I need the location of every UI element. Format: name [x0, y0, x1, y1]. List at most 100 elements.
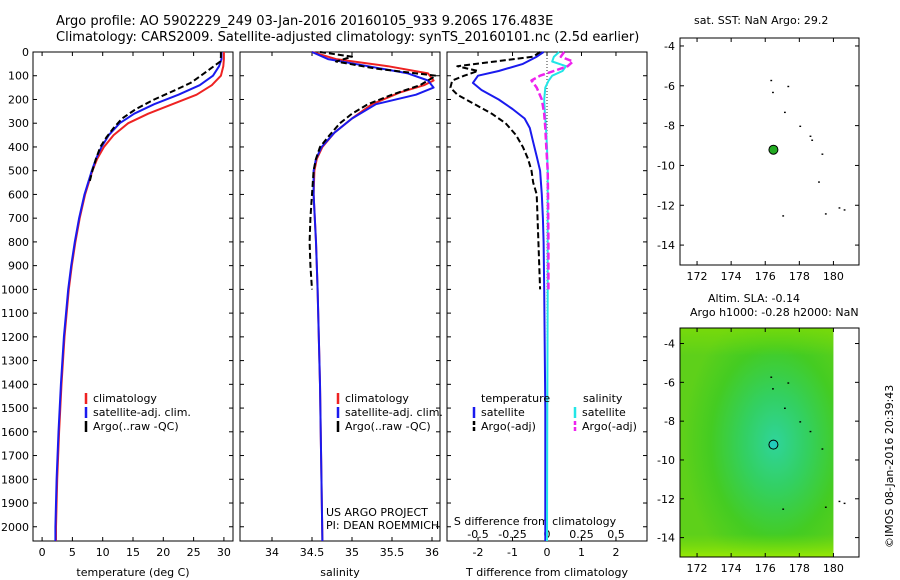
island-point	[782, 215, 785, 217]
float-position-marker	[768, 439, 779, 450]
depth-tick-label: 1100	[1, 307, 29, 320]
x-tick-label: 20	[156, 546, 170, 559]
lat-tick-label: -4	[664, 40, 675, 53]
sla-map-title-2: Argo h1000: -0.28 h2000: NaN	[690, 306, 859, 319]
series-line-salinity-satellite	[543, 51, 567, 542]
difference-panel: -2 -1 0 1 2-0.5 -0.25 0 0.25 0.5S difference fro…	[446, 51, 648, 579]
island-point	[838, 207, 841, 209]
series-line-salinity-argo-adj-	[530, 51, 575, 290]
depth-tick-label: 1000	[1, 283, 29, 296]
series-line-satellite-adj-clim-	[311, 51, 435, 542]
lat-tick-label: -4	[664, 338, 675, 351]
lat-tick-label: -14	[657, 532, 675, 545]
x-axis-label: T difference from climatology	[465, 566, 628, 579]
island-point	[787, 382, 790, 384]
series-line-argo-raw-qc-	[88, 52, 222, 183]
island-point	[824, 506, 827, 508]
island-point	[770, 79, 773, 82]
x-tick-label: 10	[96, 546, 110, 559]
lat-tick-label: -12	[657, 493, 675, 506]
depth-tick-label: 300	[8, 117, 29, 130]
top-tick-label: 0.5	[607, 528, 625, 541]
legend-label: Argo(-adj)	[582, 420, 637, 433]
lon-tick-label: 172	[687, 562, 708, 575]
depth-tick-label: 1900	[1, 497, 29, 510]
lat-tick-label: -10	[657, 159, 675, 172]
legend-label: satellite	[481, 406, 525, 419]
x-tick-label: 0	[39, 546, 46, 559]
lat-tick-label: -6	[664, 80, 675, 93]
island-point	[782, 508, 785, 510]
x-tick-label: 34	[265, 546, 279, 559]
salinity-panel: 34 34.5 35 35.5 36 salinity	[239, 51, 441, 579]
island-point	[843, 502, 846, 505]
header-line-2: Climatology: CARS2009. Satellite-adjuste…	[56, 30, 640, 45]
island-point	[787, 85, 790, 88]
x-tick-label: -1	[507, 546, 518, 559]
x-tick-label: 30	[217, 546, 231, 559]
depth-tick-label: 600	[8, 188, 29, 201]
legend-label: climatology	[345, 392, 409, 405]
float-position-marker	[768, 144, 779, 155]
header-line-1: Argo profile: AO 5902229_249 03-Jan-2016…	[56, 14, 554, 29]
legend-head-temperature: temperature	[481, 392, 550, 405]
series-line-temperature-satellite	[471, 51, 547, 541]
lat-tick-label: -10	[657, 454, 675, 467]
depth-tick-label: 2000	[1, 521, 29, 534]
lon-tick-label: 176	[755, 562, 776, 575]
depth-tick-label: 700	[8, 212, 29, 225]
lon-tick-label: 180	[823, 270, 844, 283]
legend-label: satellite-adj. clim.	[345, 406, 443, 419]
depth-tick-label: 0	[22, 46, 29, 59]
legend-label: Argo(-adj)	[481, 420, 536, 433]
series-line-temperature-argo-adj-	[449, 51, 542, 290]
diff-title: S difference from climatology	[454, 515, 617, 528]
x-tick-label: 34.5	[300, 546, 325, 559]
depth-tick-label: 1500	[1, 402, 29, 415]
salinity-legend: climatology satellite-adj. clim. Argo(..…	[336, 392, 443, 433]
island-point	[783, 407, 786, 409]
lon-tick-label: 178	[789, 562, 810, 575]
x-tick-label: 35	[345, 546, 359, 559]
series-line-argo-raw-qc-	[308, 51, 437, 290]
island-point	[811, 139, 814, 141]
x-tick-label: 15	[126, 546, 140, 559]
depth-tick-label: 900	[8, 260, 29, 273]
x-tick-label: 5	[69, 546, 76, 559]
island-point	[824, 213, 827, 215]
project-line-1: US ARGO PROJECT	[326, 506, 428, 519]
lon-tick-label: 178	[789, 270, 810, 283]
island-point	[772, 91, 774, 94]
x-tick-label: 0	[544, 546, 551, 559]
plot-frame	[32, 51, 234, 542]
x-tick-label: 25	[187, 546, 201, 559]
project-line-2: PI: DEAN ROEMMICH	[326, 519, 439, 532]
lon-tick-label: 174	[721, 562, 742, 575]
lon-tick-label: 176	[755, 270, 776, 283]
top-tick-label: -0.25	[498, 528, 526, 541]
plot-frame	[239, 51, 441, 542]
lon-tick-label: 172	[687, 270, 708, 283]
sla-map-panel: 172 174 176 178 180 -4 -6 -8 -10 -12 -14	[657, 327, 860, 575]
depth-tick-label: 1600	[1, 426, 29, 439]
depth-tick-label: 500	[8, 165, 29, 178]
difference-legend: temperature salinity satellite Argo(-adj…	[472, 392, 637, 433]
island-point	[799, 421, 802, 423]
x-tick-label: 35.5	[380, 546, 405, 559]
top-tick-label: 0.25	[569, 528, 594, 541]
island-point	[821, 153, 824, 155]
credit-timestamp: ©IMOS 08-Jan-2016 20:39:43	[883, 385, 896, 548]
depth-tick-label: 800	[8, 236, 29, 249]
depth-tick-label: 1400	[1, 378, 29, 391]
legend-label: satellite-adj. clim.	[93, 406, 191, 419]
x-axis-label: salinity	[320, 566, 360, 579]
legend-label: Argo(..raw -QC)	[345, 420, 431, 433]
island-point	[783, 111, 786, 114]
lat-tick-label: -8	[664, 120, 675, 133]
legend-head-salinity: salinity	[583, 392, 623, 405]
island-point	[809, 430, 812, 433]
island-point	[843, 209, 846, 211]
map-frame	[679, 327, 860, 558]
lat-tick-label: -6	[664, 376, 675, 389]
